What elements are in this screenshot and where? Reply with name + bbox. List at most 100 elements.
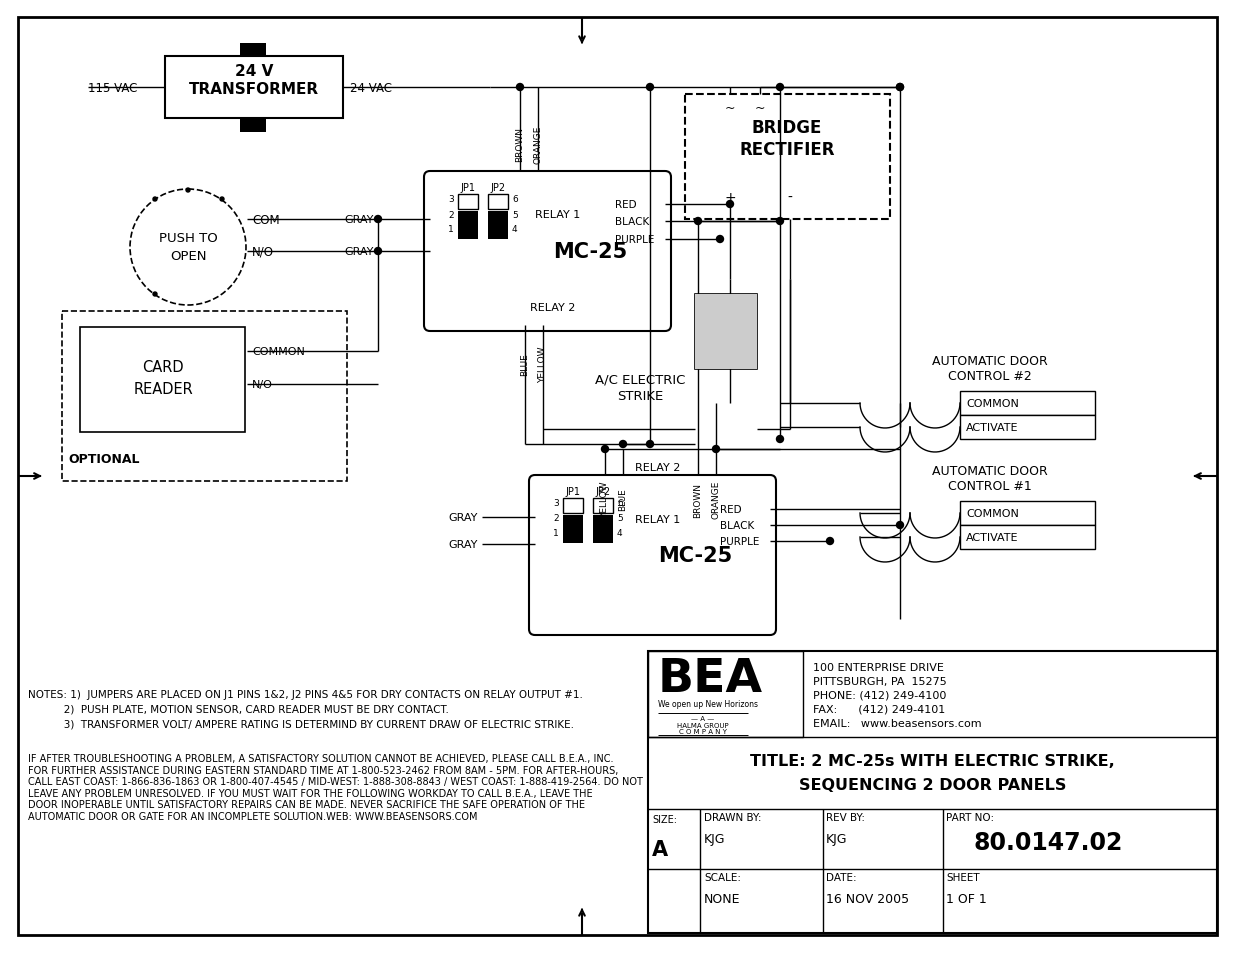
Bar <box>960 392 1095 416</box>
Circle shape <box>220 198 224 202</box>
Text: BROWN: BROWN <box>515 128 525 162</box>
Text: RELAY 2: RELAY 2 <box>635 462 680 473</box>
Bar <box>80 328 245 433</box>
Text: 2: 2 <box>448 211 454 219</box>
Text: 5: 5 <box>513 211 517 219</box>
Text: JP2: JP2 <box>490 183 505 193</box>
Text: 4: 4 <box>513 225 517 234</box>
Text: 1: 1 <box>553 529 559 537</box>
Text: We open up New Horizons: We open up New Horizons <box>658 700 758 709</box>
Circle shape <box>713 446 720 453</box>
Bar <box>488 194 508 210</box>
Circle shape <box>897 85 904 91</box>
Bar <box>488 212 508 240</box>
Text: 24 VAC: 24 VAC <box>350 81 391 94</box>
Text: TRANSFORMER: TRANSFORMER <box>189 82 319 97</box>
Circle shape <box>694 218 701 225</box>
Text: BROWN: BROWN <box>694 482 703 517</box>
Text: MC-25: MC-25 <box>553 242 627 262</box>
Text: GRAY: GRAY <box>448 539 478 550</box>
Text: CONTROL #1: CONTROL #1 <box>948 480 1032 493</box>
Text: 24 V: 24 V <box>235 65 273 79</box>
Text: NOTES: 1)  JUMPERS ARE PLACED ON J1 PINS 1&2, J2 PINS 4&5 FOR DRY CONTACTS ON RE: NOTES: 1) JUMPERS ARE PLACED ON J1 PINS … <box>28 689 583 700</box>
Bar <box>648 651 1216 933</box>
Text: A/C ELECTRIC: A/C ELECTRIC <box>595 374 685 386</box>
Text: PHONE: (412) 249-4100: PHONE: (412) 249-4100 <box>813 690 946 700</box>
Text: PURPLE: PURPLE <box>615 234 655 245</box>
Circle shape <box>826 537 834 545</box>
Text: RECTIFIER: RECTIFIER <box>740 141 835 159</box>
Text: RELAY 1: RELAY 1 <box>535 210 580 220</box>
Text: 100 ENTERPRISE DRIVE: 100 ENTERPRISE DRIVE <box>813 662 944 672</box>
Text: FAX:      (412) 249-4101: FAX: (412) 249-4101 <box>813 704 945 714</box>
Bar <box>648 651 803 738</box>
Text: DRAWN BY:: DRAWN BY: <box>704 812 762 822</box>
Text: OPEN: OPEN <box>169 250 206 262</box>
Text: SCALE:: SCALE: <box>704 872 741 882</box>
Text: -: - <box>788 191 793 205</box>
Text: ~: ~ <box>725 101 735 114</box>
Text: — A —: — A — <box>692 716 715 721</box>
Text: 2)  PUSH PLATE, MOTION SENSOR, CARD READER MUST BE DRY CONTACT.: 2) PUSH PLATE, MOTION SENSOR, CARD READE… <box>28 704 448 714</box>
Bar <box>563 516 583 543</box>
Text: BLACK: BLACK <box>615 216 650 227</box>
Text: RED: RED <box>615 200 636 210</box>
Text: 4: 4 <box>618 529 622 537</box>
Circle shape <box>777 218 783 225</box>
Text: N/O: N/O <box>252 245 274 258</box>
Circle shape <box>726 201 734 209</box>
Text: BLUE: BLUE <box>520 354 530 376</box>
Text: JP2: JP2 <box>595 486 610 497</box>
Text: BLUE: BLUE <box>619 488 627 511</box>
Text: 3)  TRANSFORMER VOLT/ AMPERE RATING IS DETERMIND BY CURRENT DRAW OF ELECTRIC STR: 3) TRANSFORMER VOLT/ AMPERE RATING IS DE… <box>28 720 574 729</box>
Bar <box>685 95 890 220</box>
Text: N/O: N/O <box>252 379 273 390</box>
Text: AUTOMATIC DOOR: AUTOMATIC DOOR <box>932 355 1047 368</box>
Circle shape <box>153 198 157 202</box>
Text: DATE:: DATE: <box>826 872 857 882</box>
Circle shape <box>646 85 653 91</box>
Text: READER: READER <box>133 382 193 397</box>
Text: REV BY:: REV BY: <box>826 812 864 822</box>
Text: 16 NOV 2005: 16 NOV 2005 <box>826 893 909 905</box>
Text: SIZE:: SIZE: <box>652 814 677 824</box>
Text: EMAIL:   www.beasensors.com: EMAIL: www.beasensors.com <box>813 719 982 728</box>
Bar <box>240 44 266 58</box>
Circle shape <box>777 436 783 443</box>
Text: KJG: KJG <box>704 833 725 845</box>
Text: CONTROL #2: CONTROL #2 <box>948 370 1032 383</box>
Text: SEQUENCING 2 DOOR PANELS: SEQUENCING 2 DOOR PANELS <box>799 778 1066 793</box>
Text: ~: ~ <box>755 101 766 114</box>
Text: 3: 3 <box>553 499 559 508</box>
Text: GRAY: GRAY <box>345 247 374 256</box>
Text: STRIKE: STRIKE <box>616 390 663 403</box>
Text: BRIDGE: BRIDGE <box>752 119 823 137</box>
Bar <box>695 294 757 370</box>
Bar <box>62 312 347 481</box>
Text: COMMON: COMMON <box>966 398 1019 409</box>
Text: C O M P A N Y: C O M P A N Y <box>679 728 727 734</box>
Bar <box>960 501 1095 525</box>
Text: 2: 2 <box>553 514 559 523</box>
Text: ACTIVATE: ACTIVATE <box>966 422 1019 433</box>
Text: A: A <box>652 840 668 859</box>
Circle shape <box>516 85 524 91</box>
FancyBboxPatch shape <box>424 172 671 332</box>
Text: BLACK: BLACK <box>720 520 755 531</box>
Bar <box>458 212 478 240</box>
Bar <box>593 498 613 514</box>
Text: RELAY 2: RELAY 2 <box>530 303 576 313</box>
Bar <box>240 119 266 132</box>
Text: 5: 5 <box>618 514 622 523</box>
Circle shape <box>777 85 783 91</box>
Text: PURPLE: PURPLE <box>720 537 760 546</box>
Text: CARD: CARD <box>142 360 184 375</box>
Text: TITLE: 2 MC-25s WITH ELECTRIC STRIKE,: TITLE: 2 MC-25s WITH ELECTRIC STRIKE, <box>750 754 1115 769</box>
Text: PUSH TO: PUSH TO <box>158 232 217 244</box>
Bar <box>593 516 613 543</box>
Text: GRAY: GRAY <box>448 513 478 522</box>
Text: ORANGE: ORANGE <box>711 480 720 518</box>
Bar <box>960 416 1095 439</box>
Text: JP1: JP1 <box>566 486 580 497</box>
Text: 1: 1 <box>448 225 454 234</box>
